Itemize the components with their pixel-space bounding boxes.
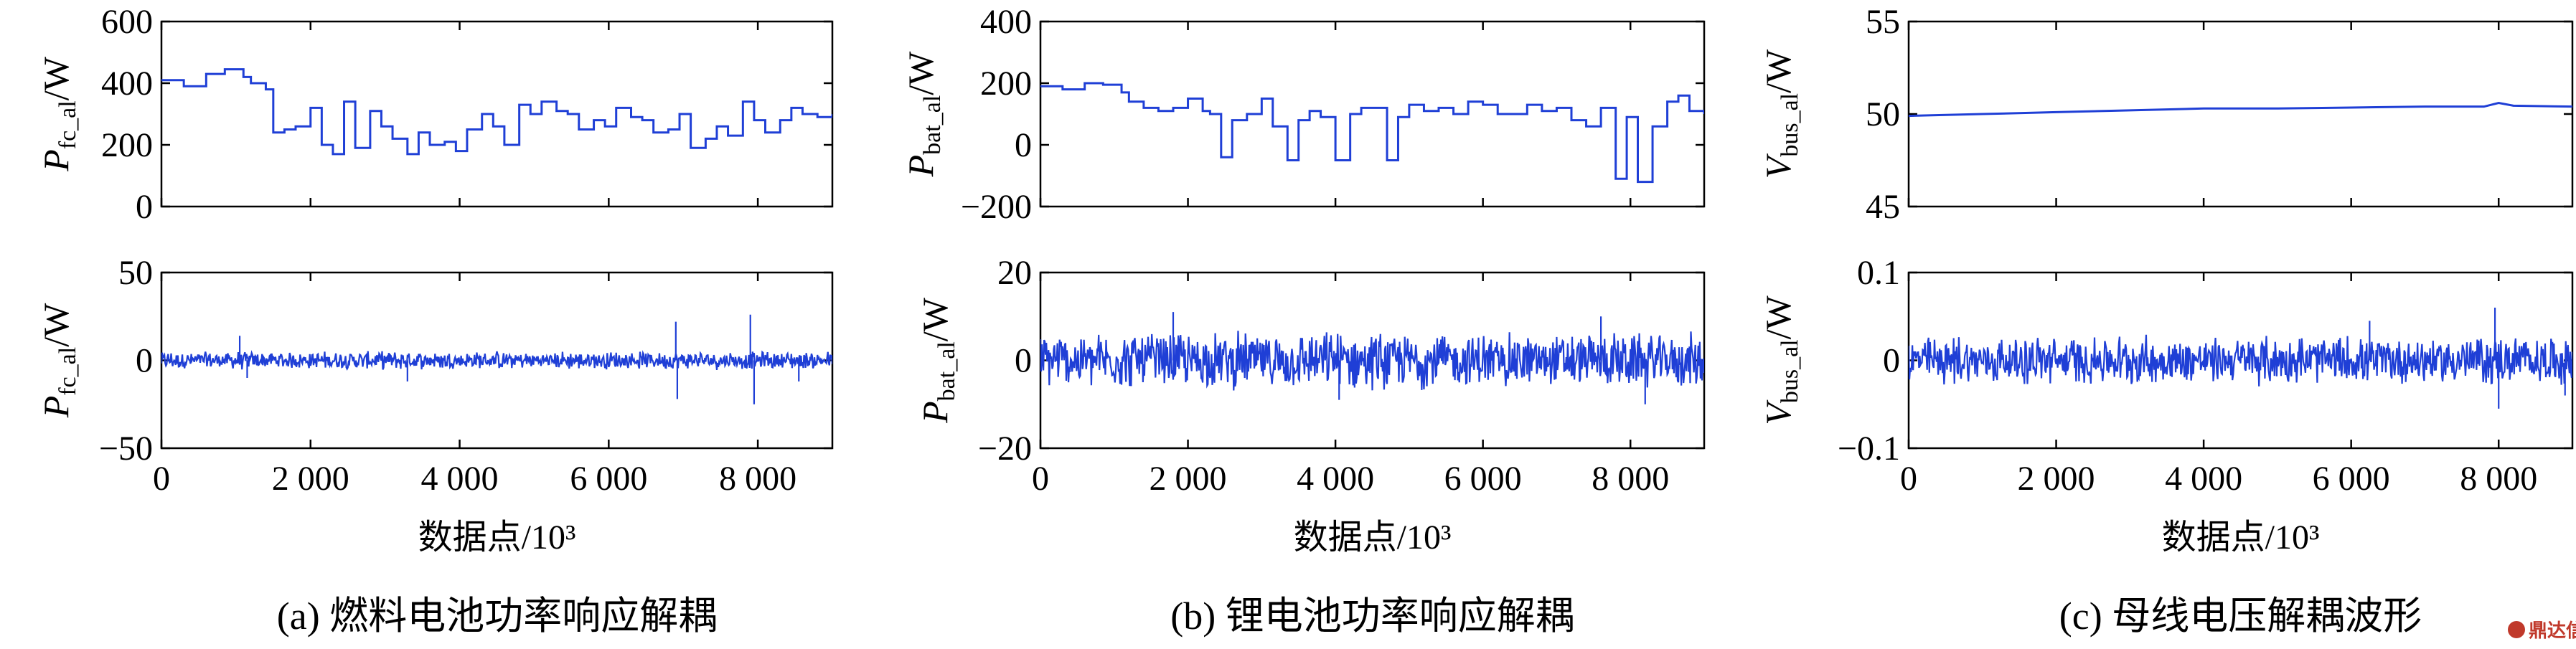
x-tick-label: 8 000 bbox=[2460, 460, 2537, 498]
y-tick-label: 400 bbox=[101, 65, 153, 103]
x-tick-label: 6 000 bbox=[1444, 460, 1522, 498]
x-tick-label: 0 bbox=[1900, 460, 1917, 498]
plot-frame bbox=[1039, 20, 1706, 208]
panel-caption: (a) 燃料电池功率响应解耦 bbox=[277, 594, 717, 638]
watermark-text: 鼎达信 bbox=[2529, 620, 2576, 642]
x-tick-label: 2 000 bbox=[272, 460, 349, 498]
watermark-logo-mark bbox=[2508, 621, 2525, 638]
panel-b1: −200 0 200 400 Pbat_al/W bbox=[901, 3, 1706, 226]
panel-c2: −0.100.10 2 000 4 000 6 000 8 000Vbus_al/W数据… bbox=[1758, 254, 2574, 638]
series-line bbox=[161, 314, 832, 404]
x-axis-label: 数据点/10³ bbox=[1294, 518, 1452, 556]
panel-a1: 0 200 400 600 Pfc_al/W bbox=[36, 3, 834, 226]
y-tick-label: −0.1 bbox=[1838, 430, 1900, 468]
y-tick-label: −50 bbox=[99, 430, 153, 468]
y-tick-label: 0 bbox=[136, 188, 153, 226]
series-line bbox=[1040, 82, 1704, 184]
y-axis-label: Vbus_al/W bbox=[1758, 49, 1803, 179]
y-tick-label: −20 bbox=[978, 430, 1032, 468]
y-axis-label: Pbat_al/W bbox=[915, 297, 960, 424]
series-line bbox=[1909, 308, 2572, 409]
x-tick-label: 2 000 bbox=[1150, 460, 1227, 498]
y-axis-label: Pfc_al/W bbox=[36, 56, 81, 171]
x-axis-label: 数据点/10³ bbox=[418, 518, 576, 556]
y-tick-label: 200 bbox=[980, 65, 1032, 103]
y-tick-label: 200 bbox=[101, 126, 153, 164]
series-line bbox=[1040, 312, 1704, 404]
x-tick-label: 4 000 bbox=[2165, 460, 2242, 498]
y-tick-label: 55 bbox=[1866, 3, 1900, 41]
y-tick-label: 0 bbox=[1015, 342, 1032, 380]
series-line bbox=[1909, 101, 2572, 118]
x-tick-label: 6 000 bbox=[2313, 460, 2390, 498]
y-axis-label: Pbat_al/W bbox=[901, 51, 946, 178]
y-tick-label: −200 bbox=[961, 188, 1032, 226]
y-tick-label: 0 bbox=[1015, 126, 1032, 164]
x-axis-label: 数据点/10³ bbox=[2162, 518, 2320, 556]
panel-caption: (b) 锂电池功率响应解耦 bbox=[1170, 594, 1574, 638]
y-axis-label: Vbus_al/W bbox=[1758, 295, 1803, 425]
x-tick-label: 2 000 bbox=[2018, 460, 2095, 498]
y-tick-label: 20 bbox=[997, 254, 1032, 292]
watermark-logo: 鼎达信 bbox=[2508, 620, 2576, 642]
y-tick-label: 50 bbox=[118, 254, 153, 292]
y-tick-label: 45 bbox=[1866, 188, 1900, 226]
x-tick-label: 4 000 bbox=[1297, 460, 1374, 498]
panel-caption: (c) 母线电压解耦波形 bbox=[2059, 594, 2422, 638]
series-line bbox=[161, 68, 832, 156]
y-tick-label: 400 bbox=[980, 3, 1032, 41]
y-tick-label: 0 bbox=[136, 342, 153, 380]
x-tick-label: 0 bbox=[153, 460, 170, 498]
plot-frame bbox=[160, 20, 834, 208]
x-tick-label: 8 000 bbox=[1592, 460, 1669, 498]
x-tick-label: 6 000 bbox=[570, 460, 647, 498]
y-tick-label: 0.1 bbox=[1857, 254, 1900, 292]
y-tick-label: 50 bbox=[1866, 95, 1900, 133]
y-axis-label: Pfc_al/W bbox=[36, 303, 81, 418]
y-tick-label: 0 bbox=[1883, 342, 1900, 380]
y-tick-label: 600 bbox=[101, 3, 153, 41]
x-tick-label: 4 000 bbox=[421, 460, 499, 498]
panel-c1: 45 50 55 Vbus_al/W bbox=[1758, 3, 2574, 226]
x-tick-label: 0 bbox=[1032, 460, 1049, 498]
x-tick-label: 8 000 bbox=[719, 460, 796, 498]
